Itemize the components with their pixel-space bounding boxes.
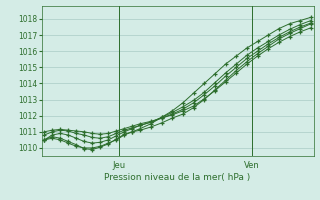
X-axis label: Pression niveau de la mer( hPa ): Pression niveau de la mer( hPa ) [104,173,251,182]
